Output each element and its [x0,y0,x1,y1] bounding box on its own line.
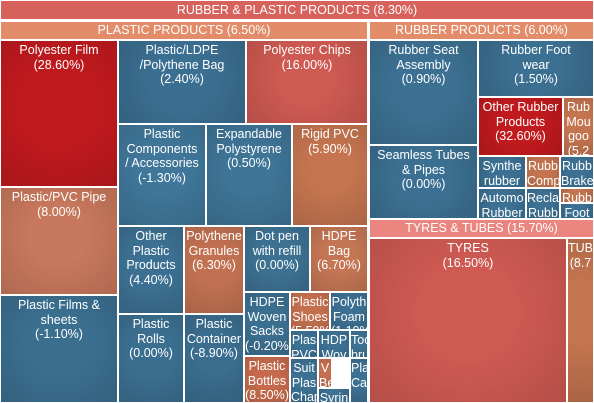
group-header-rubber-products[interactable]: RUBBER PRODUCTS (6.00%) [369,21,594,40]
tile-label: Polyth Foam (1.10%) [331,295,367,329]
root-label: RUBBER & PLASTIC PRODUCTS (8.30%) [176,3,418,17]
tile-label: Polyester Film (28.60%) [19,43,99,72]
tile-rubber-10[interactable]: Rubb Trea [560,188,594,203]
tile-label: Plastic Container (-8.90%) [186,317,242,360]
tile-label: Automo Rubber [480,191,524,219]
tile-plastic-19[interactable]: HDP Wov [318,330,350,358]
tile-label: Other Rubber Products (32.60%) [482,100,559,143]
tile-label: Other Plastic Products (4.40%) [126,229,176,287]
tile-label: TYRES (16.50%) [442,241,494,270]
tile-label: Rubber Foot wear (1.50%) [501,43,571,86]
tile-plastic-13[interactable]: Plastic Container (-8.90%) [184,314,244,403]
tile-plastic-17[interactable]: Plastic Bottles (8.50%) [244,356,290,403]
tile-rubber-5[interactable]: Synthe rubber [478,156,526,188]
tile-rubber-9[interactable]: Recla Rubb [526,188,560,219]
tile-plastic-21[interactable]: Suit Plas Chap [290,358,318,403]
root-header[interactable]: RUBBER & PLASTIC PRODUCTS (8.30%) [0,0,594,20]
tile-rubber-7[interactable]: Rubb Brake [560,156,594,188]
tile-label: Dot pen with refill (0.00%) [252,229,302,272]
tile-label: Rigid PVC (5.90%) [301,127,359,156]
tile-tyres-1[interactable]: TUB (8.7 [567,238,594,403]
tile-plastic-14[interactable]: HDPE Woven Sacks (-0.20%) [244,292,290,356]
tile-plastic-22[interactable]: V Belt [318,358,332,388]
tile-rubber-6[interactable]: Rubb Comp [526,156,560,188]
tile-label: Pla Ca [351,361,368,390]
tile-plastic-11[interactable]: Plastic Films & sheets (-1.10%) [0,295,118,403]
tile-rubber-3[interactable]: Other Rubber Products (32.60%) [478,97,563,156]
tile-label: TUB (8.7 [568,241,593,270]
group-header-plastic-products[interactable]: PLASTIC PRODUCTS (6.50%) [0,21,368,40]
tile-rubber-4[interactable]: Rub Mou goo (5.2 [563,97,594,156]
tile-rubber-0[interactable]: Rubber Seat Assembly (0.90%) [369,40,478,145]
tile-label: Seamless Tubes & Pipes (0.00%) [377,148,470,191]
tile-plastic-12[interactable]: Plastic Rolls (0.00%) [118,314,184,403]
tile-plastic-5[interactable]: Expandable Polystyrene (0.50%) [206,124,292,226]
tile-label: Foot [564,206,590,219]
tile-label: Rubb Comp [527,159,560,188]
tile-plastic-23[interactable]: Syrin (-0.50) [318,388,350,403]
tile-plastic-18[interactable]: Plas PVC [290,330,318,358]
tile-plastic-16[interactable]: Polyth Foam (1.10%) [330,292,368,330]
tile-label: Expandable Polystyrene (0.50%) [215,127,283,170]
tile-rubber-1[interactable]: Rubber Foot wear (1.50%) [478,40,594,97]
tile-label: V Belt [319,361,331,388]
tile-label: Plastic Shoes (5.50%) [291,295,329,329]
tile-rubber-2[interactable]: Seamless Tubes & Pipes (0.00%) [369,145,478,219]
tile-label: Syrin (-0.50) [319,391,349,403]
tile-plastic-2[interactable]: Polyester Chips (16.00%) [246,40,368,124]
tile-label: HDPE Bag (6.70%) [317,229,361,272]
group-label-rubber-products: RUBBER PRODUCTS (6.00%) [395,23,568,37]
tile-label: Plastic/PVC Pipe (8.00%) [11,190,107,219]
tile-plastic-6[interactable]: Rigid PVC (5.90%) [292,124,368,226]
tile-plastic-15[interactable]: Plastic Shoes (5.50%) [290,292,330,330]
tile-plastic-3[interactable]: Plastic/PVC Pipe (8.00%) [0,187,118,295]
tile-label: Rub Mou goo (5.2 [566,100,591,156]
tile-label: Rubb Trea [562,191,592,203]
tile-plastic-20[interactable]: Too brus [350,330,368,358]
group-header-tyres-tubes[interactable]: TYRES & TUBES (15.70%) [369,219,594,238]
tile-plastic-7[interactable]: Other Plastic Products (4.40%) [118,226,184,314]
tile-label: Rubb Brake [561,159,594,188]
group-label-plastic-products: PLASTIC PRODUCTS (6.50%) [97,23,271,37]
tile-label: Plastic Bottles (8.50%) [245,359,289,402]
tile-plastic-10[interactable]: HDPE Bag (6.70%) [310,226,368,292]
tile-label: Rubber Seat Assembly (0.90%) [388,43,459,86]
tile-label: Plastic/LDPE /Polythene Bag (2.40%) [139,43,225,86]
tile-label: Plastic Films & sheets (-1.10%) [18,298,100,341]
tile-plastic-0[interactable]: Polyester Film (28.60%) [0,40,118,187]
tile-label: Plas PVC [291,333,317,358]
tile-rubber-8[interactable]: Automo Rubber [478,188,526,219]
tile-label: Recla Rubb [527,191,559,219]
tile-label: Polyester Chips (16.00%) [263,43,351,72]
tile-label: HDPE Woven Sacks (-0.20%) [245,295,290,353]
tile-label: Plastic Rolls (0.00%) [129,317,173,360]
tile-label: HDP Wov [320,333,348,358]
tile-label: Too brus [351,333,367,358]
tile-label: Plastic Components / Accessories (-1.30%… [125,127,199,185]
tile-plastic-4[interactable]: Plastic Components / Accessories (-1.30%… [118,124,206,226]
tile-label: Polythene Granules (6.30%) [186,229,242,272]
tile-plastic-8[interactable]: Polythene Granules (6.30%) [184,226,244,314]
tile-plastic-24[interactable]: Pla Ca [350,358,368,403]
group-label-tyres-tubes: TYRES & TUBES (15.70%) [405,221,558,235]
tile-tyres-0[interactable]: TYRES (16.50%) [369,238,567,403]
tile-label: Synthe rubber [482,159,522,188]
tile-plastic-1[interactable]: Plastic/LDPE /Polythene Bag (2.40%) [118,40,246,124]
tile-label: Suit Plas Chap [291,361,318,403]
tile-rubber-11[interactable]: Foot [560,203,594,219]
tile-plastic-9[interactable]: Dot pen with refill (0.00%) [244,226,310,292]
